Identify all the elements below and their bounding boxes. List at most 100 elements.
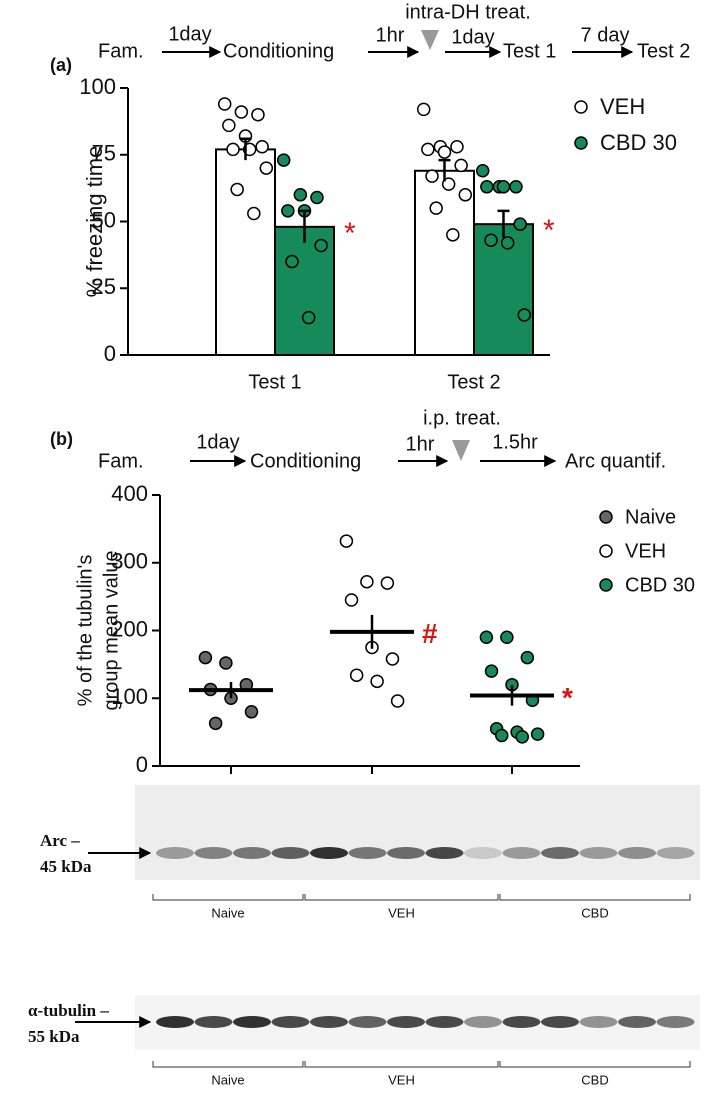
data-point <box>416 102 431 117</box>
data-point <box>251 107 265 122</box>
data-point <box>344 593 359 607</box>
blot-band <box>656 1016 695 1028</box>
data-point <box>314 238 328 253</box>
significance: * <box>543 214 555 247</box>
data-point <box>234 105 249 119</box>
y-tick-label: 25 <box>92 274 116 299</box>
blot-band <box>464 1016 502 1028</box>
blot-band <box>425 1016 464 1028</box>
data-point <box>437 145 452 159</box>
data-point <box>310 190 324 205</box>
interval: 1day <box>451 26 494 48</box>
interval: 1day <box>196 431 239 453</box>
data-point <box>339 534 354 548</box>
blot-band <box>194 1016 233 1028</box>
blot-band <box>387 1016 425 1028</box>
data-point <box>285 254 299 269</box>
group-bracket <box>152 894 304 901</box>
y-tick-label: 100 <box>79 74 116 99</box>
blot-band <box>579 847 618 859</box>
group-label: CBD <box>581 905 608 920</box>
blot-band <box>271 847 310 859</box>
data-point <box>301 310 316 325</box>
blot-band <box>310 1016 348 1028</box>
step: Fam. <box>98 450 144 472</box>
legend-marker <box>574 136 588 150</box>
legend-marker <box>599 544 613 558</box>
legend-label: CBD 30 <box>600 130 677 155</box>
error-bar <box>497 209 510 238</box>
data-point <box>517 308 532 322</box>
blot-band <box>348 847 387 859</box>
data-point <box>244 705 259 719</box>
blot-band <box>348 1016 387 1028</box>
panel-label: (b) <box>50 429 73 449</box>
y-tick-label: 75 <box>92 141 116 166</box>
y-axis-label: % of the tubulin's <box>74 555 96 707</box>
data-point <box>255 139 269 154</box>
blot-size: 45 kDa <box>40 857 92 876</box>
error-bar <box>239 137 252 161</box>
blot-band <box>579 1016 618 1028</box>
data-point <box>360 574 374 589</box>
blot-band <box>541 1016 579 1028</box>
data-point <box>208 716 223 731</box>
legend-marker <box>599 510 613 524</box>
data-point <box>530 727 545 741</box>
x-tick-label: Test 1 <box>248 371 301 393</box>
treatment-marker <box>421 30 439 50</box>
legend-marker <box>574 100 588 114</box>
y-tick-label: 100 <box>111 684 148 709</box>
data-point <box>293 188 308 202</box>
data-point <box>509 180 523 194</box>
data-point <box>515 730 529 744</box>
data-point <box>484 233 498 247</box>
group-bracket <box>304 894 499 901</box>
step: Conditioning <box>250 450 361 472</box>
blot-band <box>194 847 233 859</box>
y-tick-label: 50 <box>92 207 116 232</box>
data-point <box>198 650 213 665</box>
step: Test 1 <box>503 40 556 62</box>
blot-band <box>156 1016 194 1028</box>
blot-band <box>656 847 695 859</box>
data-point <box>446 228 460 242</box>
y-axis-label: group mean value <box>100 550 122 710</box>
blot-band <box>425 847 464 859</box>
data-point <box>425 169 439 183</box>
interval: 1hr <box>376 24 405 46</box>
interval: 7 day <box>581 24 630 46</box>
data-point <box>513 217 527 231</box>
group-label: CBD <box>581 1072 608 1087</box>
blot-band <box>541 847 579 859</box>
data-point <box>429 201 443 215</box>
interval: 1hr <box>406 433 435 455</box>
data-point <box>454 158 468 173</box>
y-tick-label: 300 <box>111 549 148 574</box>
data-point <box>496 180 511 194</box>
step: Fam. <box>98 40 144 62</box>
error-bar <box>438 158 451 182</box>
x-tick-label: Test 2 <box>447 371 500 393</box>
significance: # <box>422 618 438 649</box>
data-point <box>421 142 435 157</box>
data-point <box>349 668 364 682</box>
y-tick-label: 0 <box>104 341 116 366</box>
data-point <box>390 694 405 708</box>
bar <box>414 169 475 356</box>
data-point <box>230 182 244 197</box>
error-bar <box>298 209 311 243</box>
data-point <box>520 650 535 665</box>
legend-label: VEH <box>600 94 645 119</box>
data-point <box>380 576 395 590</box>
data-point <box>370 674 384 689</box>
significance: * <box>344 217 356 250</box>
blot-image <box>135 785 700 880</box>
group-label: Naive <box>211 1072 244 1087</box>
interval: 1.5hr <box>492 431 538 453</box>
timeline: (b) Fam. 1day Conditioning 1hr i.p. trea… <box>50 407 666 472</box>
data-point <box>480 180 494 194</box>
blot-band <box>502 1016 541 1028</box>
data-point <box>500 236 515 250</box>
